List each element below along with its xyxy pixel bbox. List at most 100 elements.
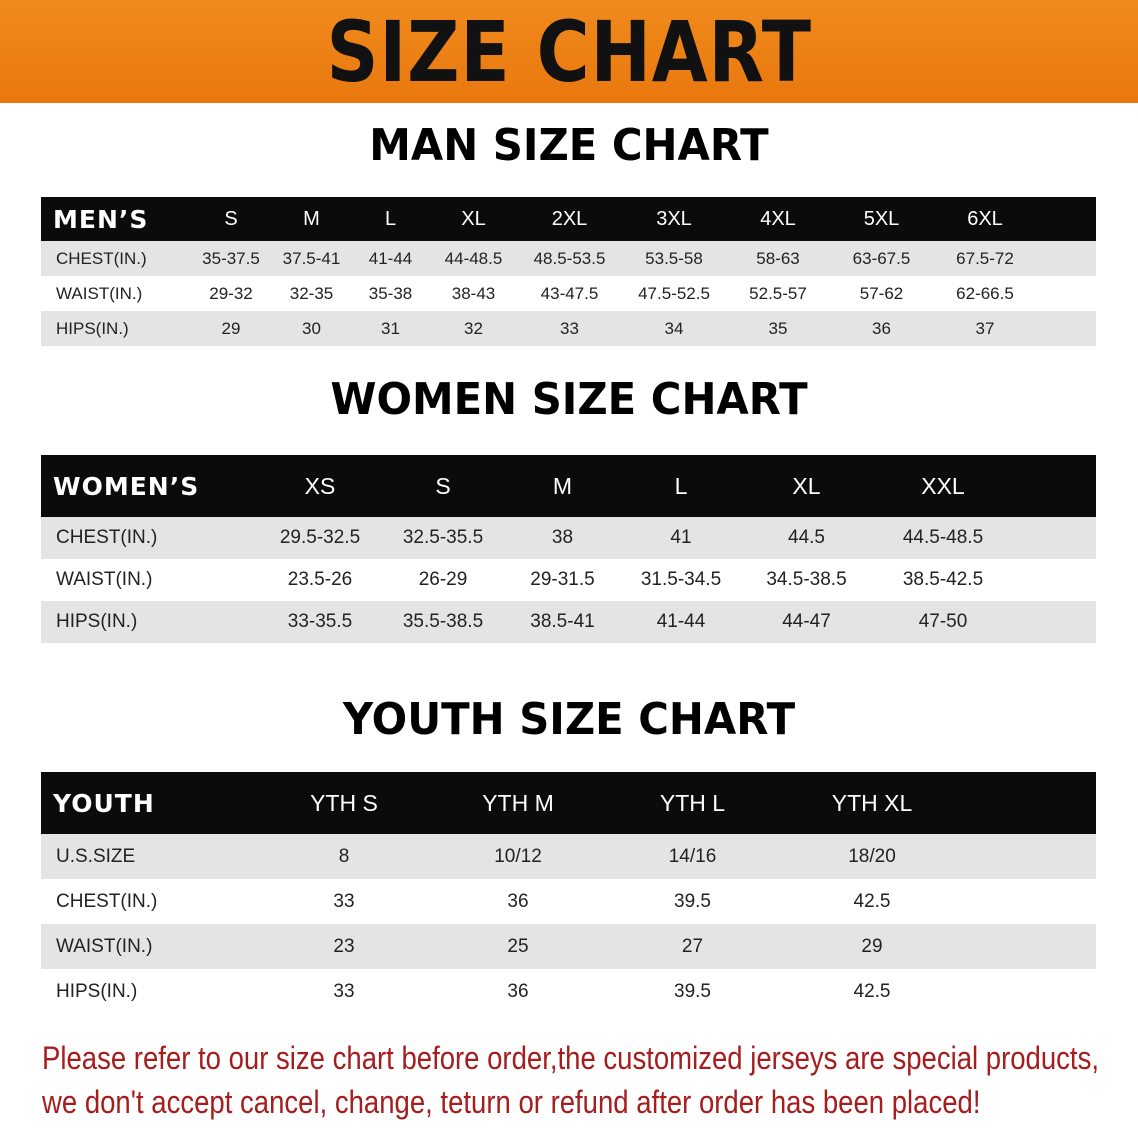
size-column-header: 5XL [830,197,933,241]
row-filler [964,879,1096,924]
table-row: WAIST(IN.) 29-32 32-35 35-38 38-43 43-47.5 47.… [41,276,1096,311]
measurement-cell: 52.5-57 [749,283,807,303]
measurement-cell: 29 [190,311,272,346]
table-row: CHEST(IN.) 33 36 39.5 42.5 [41,879,1096,924]
banner-title: SIZE CHART [326,2,812,101]
size-column-header: M [504,455,621,517]
measurement-cell: 33 [333,890,355,912]
measurement-cell: 43-47.5 [540,283,599,303]
men-size-table: MEN’S S M L XL 2XL 3XL 4XL 5XL 6XL CHEST(IN.) 35-37… [41,197,1096,346]
measurement-cell: 47.5-52.5 [638,283,710,303]
measurement-cell: 44.5 [741,517,872,559]
measurement-cell: 29.5-32.5 [258,517,382,559]
table-row: HIPS(IN.) 33-35.5 35.5-38.5 38.5-41 41-44 44-… [41,601,1096,643]
measurement-cell: 35-38 [368,283,413,303]
measurement-cell: 41 [621,517,741,559]
measurement-cell: 23 [257,924,431,969]
youth-section-title: YOUTH SIZE CHART [342,694,796,745]
men-section-title: MAN SIZE CHART [369,120,769,171]
table-row: U.S.SIZE 8 10/12 14/16 18/20 [41,834,1096,879]
measurement-cell: 37.5-41 [272,241,351,276]
measurement-cell: 48.5-53.5 [517,241,622,276]
measurement-cell: 34 [622,311,726,346]
size-column-header: YTH XL [780,772,964,834]
size-column-header: S [382,455,504,517]
measurement-cell: 32 [430,311,517,346]
size-column-header: 6XL [933,197,1037,241]
measurement-cell: 41-44 [351,241,430,276]
table-row: WAIST(IN.) 23.5-26 26-29 29-31.5 31.5-34.5 34… [41,559,1096,601]
table-row: WAIST(IN.) 23 25 27 29 [41,924,1096,969]
measurement-cell: 25 [431,924,605,969]
row-filler [1014,601,1096,643]
row-label: CHEST(IN.) [41,517,258,559]
table-row: CHEST(IN.) 35-37.5 37.5-41 41-44 44-48.5 48.5… [41,241,1096,276]
row-label: WAIST(IN.) [56,569,153,590]
row-filler [964,969,1096,1014]
women-section-title: WOMEN SIZE CHART [330,374,808,425]
size-column-header: YTH L [605,772,780,834]
row-filler [964,834,1096,879]
measurement-cell: 37 [933,311,1037,346]
measurement-cell: 38.5-41 [504,601,621,643]
row-filler [1014,517,1096,559]
measurement-cell: 67.5-72 [933,241,1037,276]
size-column-header: 3XL [622,197,726,241]
measurement-cell: 47-50 [872,601,1014,643]
header-filler [1014,455,1096,517]
row-label: WAIST(IN.) [41,924,257,969]
row-label: U.S.SIZE [41,834,257,879]
measurement-cell: 36 [507,980,529,1002]
table-row: HIPS(IN.) 29 30 31 32 33 34 35 36 37 [41,311,1096,346]
measurement-cell: 38-43 [451,283,496,303]
measurement-cell: 34.5-38.5 [766,569,847,590]
size-column-header: 2XL [517,197,622,241]
measurement-cell: 57-62 [859,283,904,303]
size-column-header: XL [430,197,517,241]
measurement-cell: 27 [605,924,780,969]
measurement-cell: 62-66.5 [956,283,1014,303]
measurement-cell: 18/20 [780,834,964,879]
measurement-cell: 35.5-38.5 [382,601,504,643]
measurement-cell: 33-35.5 [258,601,382,643]
table-row: CHEST(IN.) 29.5-32.5 32.5-35.5 38 41 44.5 44.5… [41,517,1096,559]
women-size-table: WOMEN’S XS S M L XL XXL CHEST(IN.) 29.5-32.5 32.5… [41,455,1096,643]
men-header-label: MEN’S [41,197,190,241]
women-header-label: WOMEN’S [41,455,258,517]
measurement-cell: 38.5-42.5 [902,569,984,590]
size-column-header: M [272,197,351,241]
measurement-cell: 14/16 [605,834,780,879]
row-label: WAIST(IN.) [56,283,143,303]
row-label: HIPS(IN.) [41,601,258,643]
header-filler [964,772,1096,834]
measurement-cell: 38 [504,517,621,559]
notice-line-2: we don't accept cancel, change, teturn o… [42,1084,981,1120]
row-filler [1014,559,1096,601]
measurement-cell: 23.5-26 [287,569,353,590]
measurement-cell: 32-35 [289,283,334,303]
men-header-row: MEN’S S M L XL 2XL 3XL 4XL 5XL 6XL [41,197,1096,241]
row-filler [1037,241,1096,276]
measurement-cell: 58-63 [726,241,830,276]
youth-header-label: YOUTH [41,772,257,834]
measurement-cell: 33 [333,980,355,1002]
youth-size-table: YOUTH YTH S YTH M YTH L YTH XL U.S.SIZE 8 10/12… [41,772,1096,1014]
measurement-cell: 36 [507,890,529,912]
size-column-header: XXL [872,455,1014,517]
measurement-cell: 29 [780,924,964,969]
measurement-cell: 26-29 [418,569,468,590]
measurement-cell: 41-44 [621,601,741,643]
measurement-cell: 29-32 [209,283,253,303]
measurement-cell: 35 [726,311,830,346]
row-label: CHEST(IN.) [56,890,158,912]
row-filler [1037,276,1096,311]
size-column-header: L [621,455,741,517]
size-column-header: 4XL [726,197,830,241]
measurement-cell: 42.5 [853,890,891,912]
size-column-header: XS [258,455,382,517]
row-label: HIPS(IN.) [41,311,190,346]
notice-line-1: Please refer to our size chart before or… [42,1040,1099,1076]
measurement-cell: 35-37.5 [190,241,272,276]
measurement-cell: 39.5 [674,980,711,1002]
measurement-cell: 44-47 [741,601,872,643]
